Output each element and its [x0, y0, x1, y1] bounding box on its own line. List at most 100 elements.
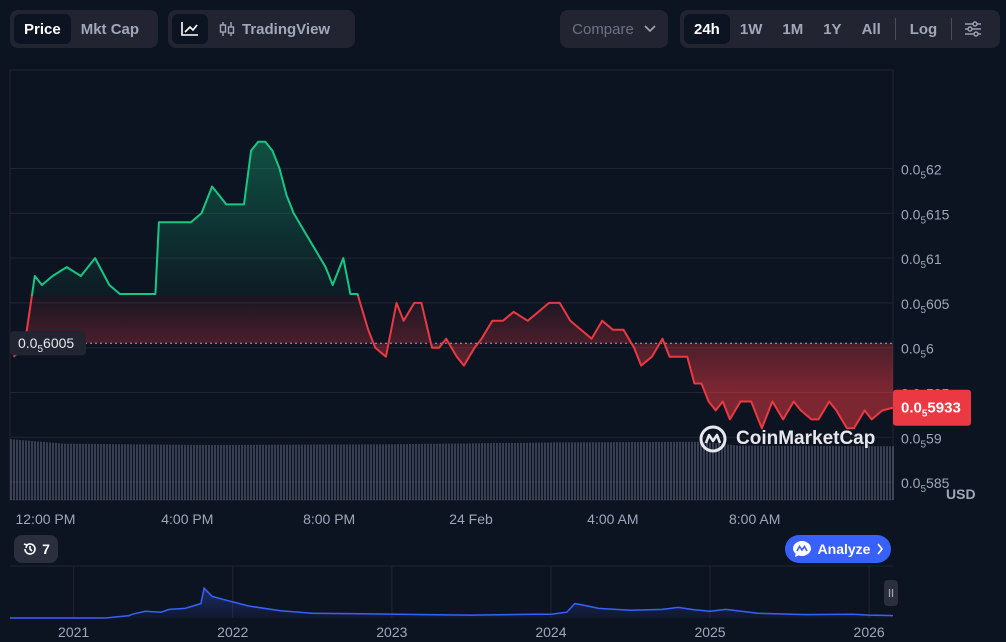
history-button[interactable]: 7: [14, 535, 58, 563]
history-count: 7: [42, 541, 50, 557]
tradingview-button[interactable]: TradingView: [208, 14, 340, 44]
range-1m[interactable]: 1M: [782, 20, 804, 38]
volume-bar: [298, 444, 300, 500]
range-24h[interactable]: 24h: [684, 14, 730, 44]
log-scale-button[interactable]: Log: [909, 20, 938, 38]
volume-bar: [589, 442, 591, 500]
volume-bar: [682, 441, 684, 500]
volume-bar: [532, 442, 534, 500]
volume-bar: [307, 444, 309, 500]
volume-bar: [253, 444, 255, 500]
volume-bar: [406, 444, 408, 500]
watermark-text: CoinMarketCap: [736, 428, 876, 449]
x-axis-labels: 12:00 PM 4:00 PM 8:00 PM 24 Feb 4:00 AM 8:00 …: [15, 511, 780, 527]
volume-bar: [544, 442, 546, 500]
y-tick-label: 0.056: [901, 341, 934, 361]
volume-bar: [283, 444, 285, 500]
volume-bar: [460, 443, 462, 500]
range-1y[interactable]: 1Y: [823, 20, 842, 38]
volume-bar: [424, 443, 426, 500]
volume-bar: [655, 441, 657, 500]
volume-bar: [310, 444, 312, 500]
volume-bar: [316, 444, 318, 500]
settings-button[interactable]: [956, 14, 990, 44]
volume-bar: [154, 444, 156, 500]
volume-bar: [232, 444, 234, 500]
volume-bar: [211, 444, 213, 500]
volume-bar: [181, 444, 183, 500]
volume-bar: [160, 444, 162, 500]
volume-bar: [814, 445, 816, 500]
x-tick-label: 24 Feb: [449, 511, 493, 527]
volume-bar: [706, 442, 708, 500]
volume-bar: [568, 442, 570, 500]
volume-bar: [112, 444, 114, 500]
line-chart-button[interactable]: [172, 14, 208, 44]
volume-bar: [781, 445, 783, 500]
volume-bar: [88, 443, 90, 500]
drag-handle-icon: [888, 589, 894, 597]
volume-bar: [691, 441, 693, 500]
volume-bar: [670, 441, 672, 500]
tab-price[interactable]: Price: [14, 14, 71, 44]
volume-bar: [193, 444, 195, 500]
volume-bar: [703, 441, 705, 500]
volume-bar: [607, 442, 609, 500]
volume-bar: [889, 446, 891, 500]
volume-bar: [34, 441, 36, 500]
x-tick-label: 4:00 PM: [161, 511, 213, 527]
volume-bar: [217, 444, 219, 500]
volume-bar: [103, 444, 105, 500]
volume-bar: [874, 446, 876, 500]
tradingview-label: TradingView: [242, 20, 331, 38]
volume-bar: [205, 444, 207, 500]
compare-dropdown[interactable]: Compare: [560, 10, 668, 48]
volume-bar: [388, 444, 390, 500]
volume-bar: [172, 444, 174, 500]
volume-bar: [394, 444, 396, 500]
volume-bar: [199, 444, 201, 500]
volume-bar: [352, 444, 354, 500]
volume-bar: [616, 442, 618, 500]
volume-bar: [541, 442, 543, 500]
metric-tabs: Price Mkt Cap: [10, 10, 158, 48]
volume-bar: [718, 443, 720, 500]
navigator-handle[interactable]: [884, 580, 898, 606]
tab-mkt-cap[interactable]: Mkt Cap: [80, 20, 140, 38]
volume-bar: [490, 443, 492, 500]
volume-bar: [187, 444, 189, 500]
volume-bar: [484, 443, 486, 500]
volume-bar: [619, 442, 621, 500]
navigator-year-label: 2021: [58, 624, 89, 640]
volume-bar: [739, 445, 741, 500]
candlestick-icon: [219, 22, 235, 36]
volume-bar: [145, 444, 147, 500]
volume-bar: [526, 442, 528, 500]
volume-bar: [361, 444, 363, 500]
volume-bar: [877, 446, 879, 500]
volume-bar: [373, 444, 375, 500]
volume-bar: [673, 441, 675, 500]
volume-bar: [787, 445, 789, 500]
volume-bar: [634, 442, 636, 500]
navigator-year-labels: 2021 2022 2023 2024 2025 2026: [58, 624, 885, 640]
volume-bar: [727, 444, 729, 500]
volume-bar: [772, 445, 774, 500]
volume-bar: [313, 444, 315, 500]
volume-bar: [847, 446, 849, 500]
volume-bar: [445, 443, 447, 500]
volume-bar: [766, 445, 768, 500]
range-all[interactable]: All: [861, 20, 881, 38]
volume-bar: [517, 442, 519, 500]
volume-bar: [628, 442, 630, 500]
volume-bar: [862, 446, 864, 500]
range-1w[interactable]: 1W: [739, 20, 763, 38]
volume-bar: [622, 442, 624, 500]
y-tick-label: 0.0559: [901, 430, 942, 450]
volume-bar: [46, 442, 48, 500]
volume-bar: [271, 444, 273, 500]
volume-bar: [469, 443, 471, 500]
analyze-button[interactable]: Analyze: [785, 535, 891, 563]
volume-bar: [481, 443, 483, 500]
